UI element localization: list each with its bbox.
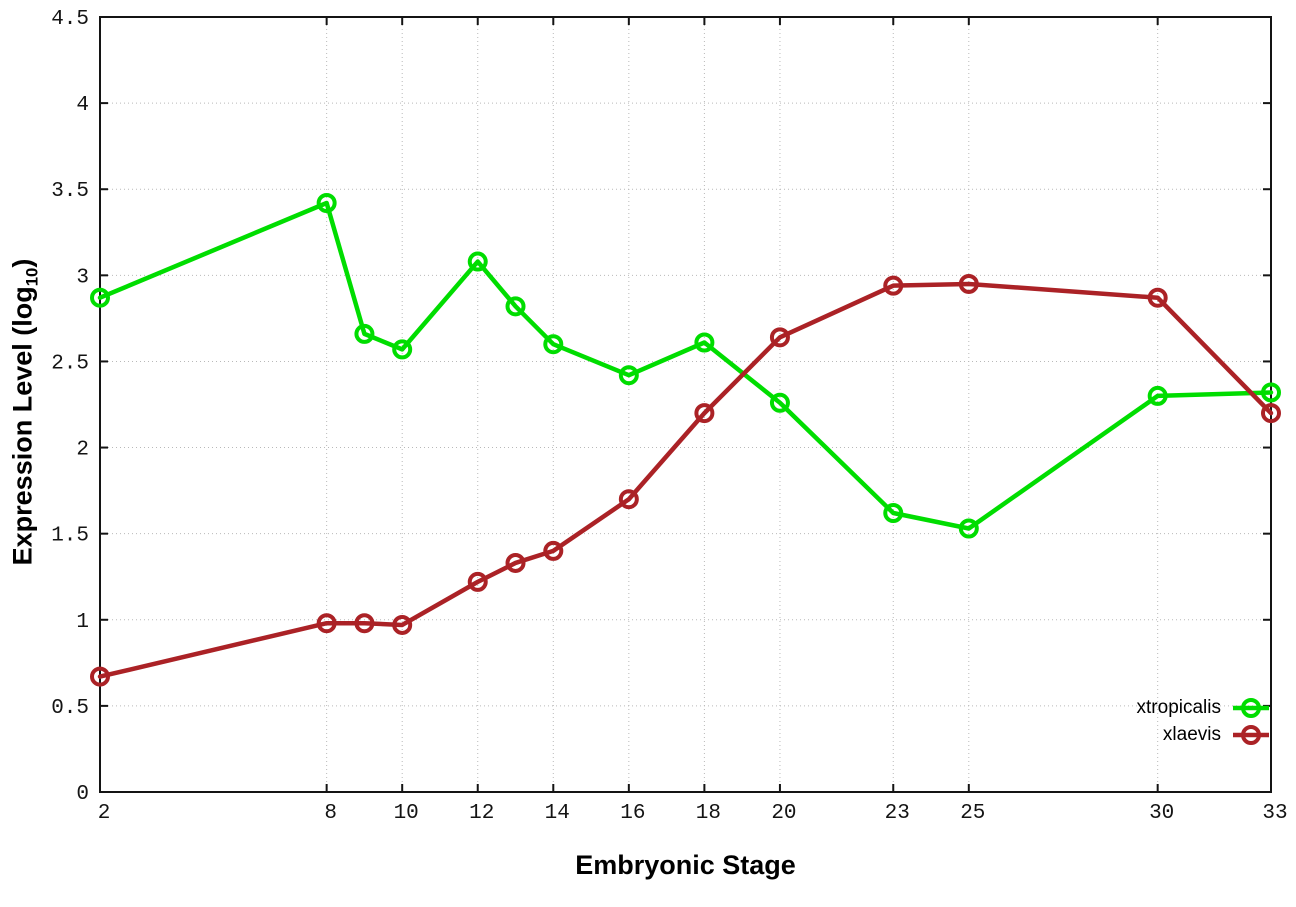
xlaevis-line-marker-icon xyxy=(1233,724,1269,745)
y-axis-title-close-paren: ) xyxy=(7,258,38,268)
svg-text:25: 25 xyxy=(960,802,985,825)
svg-text:33: 33 xyxy=(1262,802,1287,825)
svg-text:0: 0 xyxy=(76,783,89,806)
svg-text:4.5: 4.5 xyxy=(51,8,89,31)
legend-item-xlaevis: xlaevis xyxy=(1163,721,1272,748)
y-axis-title-subscript: 10 xyxy=(22,267,42,287)
svg-text:20: 20 xyxy=(771,802,796,825)
svg-text:10: 10 xyxy=(394,802,419,825)
xtropicalis-line-marker-icon xyxy=(1233,697,1269,718)
y-axis-title-text: Expression Level (log xyxy=(7,286,38,566)
svg-text:0.5: 0.5 xyxy=(51,697,89,720)
y-axis-title: Expression Level (log10) xyxy=(7,259,42,566)
legend-label-xtropicalis: xtropicalis xyxy=(1136,696,1221,718)
svg-text:1.5: 1.5 xyxy=(51,525,89,548)
svg-text:16: 16 xyxy=(620,802,645,825)
svg-text:12: 12 xyxy=(469,802,494,825)
svg-text:2: 2 xyxy=(76,439,89,462)
svg-text:1: 1 xyxy=(76,611,89,634)
svg-text:18: 18 xyxy=(696,802,721,825)
svg-text:23: 23 xyxy=(885,802,910,825)
svg-text:30: 30 xyxy=(1149,802,1174,825)
svg-text:14: 14 xyxy=(545,802,570,825)
legend: xtropicalis xlaevis xyxy=(1137,694,1272,748)
svg-text:3: 3 xyxy=(76,266,89,289)
svg-text:2: 2 xyxy=(98,802,111,825)
svg-text:4: 4 xyxy=(76,94,89,117)
svg-text:8: 8 xyxy=(324,802,337,825)
legend-label-xlaevis: xlaevis xyxy=(1162,723,1221,745)
svg-text:3.5: 3.5 xyxy=(51,180,89,203)
x-axis-title: Embryonic Stage xyxy=(575,850,796,880)
legend-item-xtropicalis: xtropicalis xyxy=(1137,694,1272,721)
svg-text:2.5: 2.5 xyxy=(51,352,89,375)
